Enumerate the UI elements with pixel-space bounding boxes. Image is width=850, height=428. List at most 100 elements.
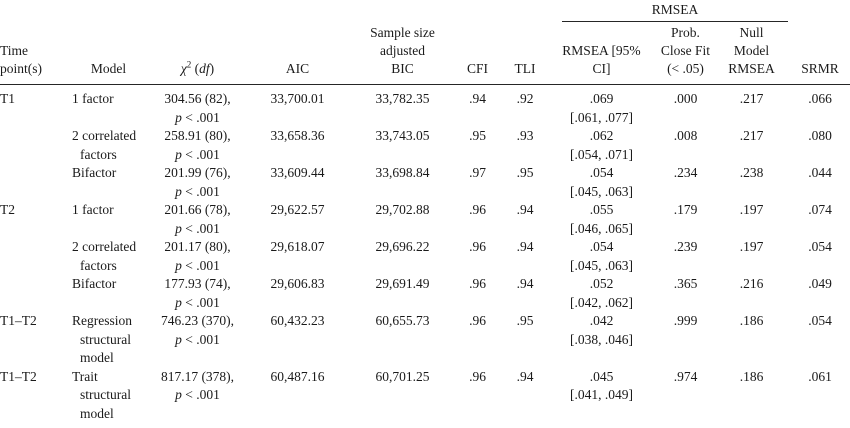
- cell-srmr: .074: [808, 202, 832, 217]
- col-header-chi-square-df: χ2 (df): [155, 24, 240, 85]
- spanner-row: RMSEA: [0, 0, 850, 24]
- p-symbol: p: [175, 109, 182, 125]
- rmsea-confidence-interval: [.054, .071]: [570, 146, 633, 162]
- cell-chi-square: 177.93 (74), p < .001: [155, 275, 240, 312]
- cell-adjusted-bic: 60,701.25: [375, 368, 430, 384]
- cell-cfi: .96: [469, 276, 486, 291]
- cell-time-point: T1: [0, 91, 15, 106]
- cell-aic: 33,700.01: [270, 91, 325, 106]
- cell-cfi: .96: [469, 202, 486, 217]
- rmsea-spanner-label: RMSEA: [562, 1, 789, 22]
- column-header-row: Time point(s) Model χ2 (df) AIC Sample s…: [0, 24, 850, 85]
- col-header-adjusted-bic: Sample size adjusted BIC: [355, 24, 450, 85]
- p-symbol: p: [175, 387, 182, 402]
- cell-tli: .94: [516, 368, 534, 384]
- cell-tli: .95: [516, 165, 534, 180]
- cell-null-model-rmsea: .238: [739, 165, 764, 180]
- col-header-tli: TLI: [505, 24, 545, 85]
- cell-aic: 60,487.16: [270, 368, 325, 384]
- cell-tli: .94: [516, 276, 534, 291]
- cell-null-model-rmsea: .217: [739, 128, 764, 143]
- cell-aic: 29,618.07: [270, 239, 325, 254]
- df-label: df: [199, 61, 210, 76]
- cell-rmsea: .045 [.041, .049]: [545, 368, 658, 424]
- cell-model: Bifactor: [72, 165, 117, 180]
- chi-superscript: 2: [186, 59, 192, 70]
- cell-aic: 33,609.44: [270, 165, 325, 180]
- cell-prob-close-fit: .365: [673, 276, 698, 291]
- cell-chi-square: 201.17 (80), p < .001: [155, 238, 240, 275]
- cell-tli: .94: [516, 202, 534, 217]
- p-value-line: p < .001: [175, 109, 220, 125]
- cell-null-model-rmsea: .217: [739, 91, 764, 106]
- col-header-srmr: SRMR: [790, 24, 850, 85]
- cell-tli: .93: [516, 128, 534, 143]
- cell-tli: .95: [516, 313, 534, 328]
- p-symbol: p: [175, 183, 182, 199]
- cell-time-point: [0, 238, 62, 275]
- rmsea-confidence-interval: [.042, .062]: [570, 294, 633, 310]
- col-header-rmsea-ci: RMSEA [95% CI]: [545, 24, 658, 85]
- p-symbol: p: [175, 257, 182, 273]
- p-symbol: p: [175, 331, 182, 347]
- p-symbol: p: [175, 146, 182, 162]
- p-value-line: p < .001: [175, 146, 220, 162]
- cell-srmr: .066: [808, 91, 832, 106]
- cell-cfi: .96: [469, 368, 486, 384]
- cell-time-point: [0, 164, 62, 201]
- col-header-aic: AIC: [240, 24, 355, 85]
- cell-chi-square: 304.56 (82), p < .001: [155, 85, 240, 128]
- cell-srmr: .054: [808, 313, 832, 328]
- cell-cfi: .95: [469, 128, 486, 143]
- cell-tli: .92: [516, 91, 534, 106]
- cell-rmsea: .055 [.046, .065]: [545, 201, 658, 238]
- p-value-line: p < .001: [175, 220, 220, 236]
- cell-time-point: T2: [0, 202, 15, 217]
- p-value-line: p < .001: [175, 331, 220, 347]
- cell-rmsea: .062 [.054, .071]: [545, 127, 658, 164]
- cell-time-point: T1–T2: [0, 313, 37, 328]
- spanner-spacer-left: [0, 0, 545, 24]
- cell-null-model-rmsea: .197: [739, 202, 764, 217]
- cell-time-point: T1–T2: [0, 368, 37, 384]
- rmsea-spanner: RMSEA: [545, 0, 790, 24]
- cell-prob-close-fit: .000: [673, 91, 698, 106]
- cell-model: 1 factor: [72, 91, 114, 106]
- cell-tli: .94: [516, 239, 534, 254]
- cell-rmsea: .042 [.038, .046]: [545, 312, 658, 368]
- table-row: 2 correlated factors 201.17 (80), p < .001 2…: [0, 238, 850, 275]
- cell-srmr: .054: [808, 239, 832, 254]
- rmsea-confidence-interval: [.061, .077]: [570, 109, 633, 125]
- table-row: T2 1 factor 201.66 (78), p < .001 29,622.57 2…: [0, 201, 850, 238]
- cell-time-point: [0, 127, 62, 164]
- cell-adjusted-bic: 60,655.73: [375, 313, 430, 328]
- col-header-time-points: Time point(s): [0, 24, 62, 85]
- cell-adjusted-bic: 33,782.35: [375, 91, 430, 106]
- cell-srmr: .061: [808, 368, 832, 384]
- cell-prob-close-fit: .008: [673, 128, 698, 143]
- cell-model: 1 factor: [72, 202, 114, 217]
- cell-srmr: .080: [808, 128, 832, 143]
- cell-time-point: [0, 275, 62, 312]
- chi-symbol: χ: [180, 61, 187, 76]
- rmsea-confidence-interval: [.046, .065]: [570, 220, 633, 236]
- cell-aic: 29,606.83: [270, 276, 325, 291]
- spanner-spacer-right: [790, 0, 850, 24]
- table-row: T1–T2 Trait structural model 817.17 (378), p …: [0, 368, 850, 424]
- cell-null-model-rmsea: .197: [739, 239, 764, 254]
- p-symbol: p: [175, 294, 182, 310]
- cell-prob-close-fit: .234: [673, 165, 698, 180]
- cell-prob-close-fit: .239: [673, 239, 698, 254]
- cell-adjusted-bic: 33,743.05: [375, 128, 430, 143]
- cell-prob-close-fit: .999: [673, 313, 698, 328]
- cell-adjusted-bic: 29,691.49: [375, 276, 430, 291]
- table-row: T1 1 factor 304.56 (82), p < .001 33,700.01 3…: [0, 85, 850, 128]
- cell-srmr: .044: [808, 165, 832, 180]
- cell-null-model-rmsea: .186: [739, 313, 764, 328]
- cell-model: Regression structural model: [72, 313, 132, 365]
- table-row: 2 correlated factors 258.91 (80), p < .001 3…: [0, 127, 850, 164]
- cell-chi-square: 201.66 (78), p < .001: [155, 201, 240, 238]
- p-value-line: p < .001: [175, 387, 220, 402]
- cell-chi-square: 258.91 (80), p < .001: [155, 127, 240, 164]
